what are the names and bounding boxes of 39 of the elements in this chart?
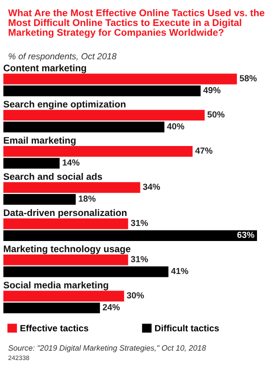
bar bbox=[3, 182, 140, 193]
legend-label: Difficult tactics bbox=[155, 324, 219, 332]
bar bbox=[3, 146, 193, 157]
y-tick-label: Social media marketing bbox=[4, 281, 108, 290]
chart-subtitle: % of respondents, Oct 2018 bbox=[8, 52, 117, 62]
bar bbox=[3, 122, 164, 132]
legend-label: Effective tactics bbox=[20, 324, 88, 332]
bar bbox=[3, 266, 168, 278]
y-tick-label: Content marketing bbox=[4, 64, 86, 74]
bar bbox=[3, 74, 237, 84]
bar bbox=[3, 302, 100, 314]
bar bbox=[3, 230, 258, 241]
y-tick-label: Search engine optimization bbox=[4, 100, 126, 110]
y-tick-label: Search and social ads bbox=[4, 172, 102, 180]
bar bbox=[3, 254, 128, 266]
data-label: 18% bbox=[78, 196, 96, 202]
data-label: 31% bbox=[130, 220, 148, 226]
data-label: 30% bbox=[126, 292, 144, 298]
bar bbox=[3, 158, 60, 169]
data-label: 40% bbox=[167, 123, 184, 130]
data-label: 34% bbox=[142, 184, 160, 190]
y-tick-label: Marketing technology usage bbox=[4, 245, 130, 254]
data-label: 63% bbox=[237, 232, 254, 238]
data-label: 50% bbox=[207, 111, 224, 118]
data-label: 31% bbox=[130, 256, 148, 262]
bar bbox=[3, 194, 76, 205]
y-tick-label: Email marketing bbox=[4, 136, 76, 146]
data-label: 47% bbox=[195, 148, 212, 154]
data-label: 49% bbox=[203, 87, 220, 94]
data-label: 41% bbox=[171, 268, 188, 274]
data-label: 14% bbox=[62, 159, 80, 166]
bar bbox=[3, 86, 201, 96]
data-label: 58% bbox=[240, 75, 257, 82]
bar bbox=[3, 218, 128, 230]
data-label: 24% bbox=[102, 304, 120, 310]
bar bbox=[3, 290, 124, 302]
chart-title: What Are the Most Effective Online Tactics Used vs. the Most Difficult Online Tactics to Execute in a Digital Marketing Strategy for Companies Worldwide? bbox=[8, 9, 264, 38]
y-tick-label: Data-driven personalization bbox=[4, 209, 127, 218]
bar bbox=[3, 110, 205, 121]
